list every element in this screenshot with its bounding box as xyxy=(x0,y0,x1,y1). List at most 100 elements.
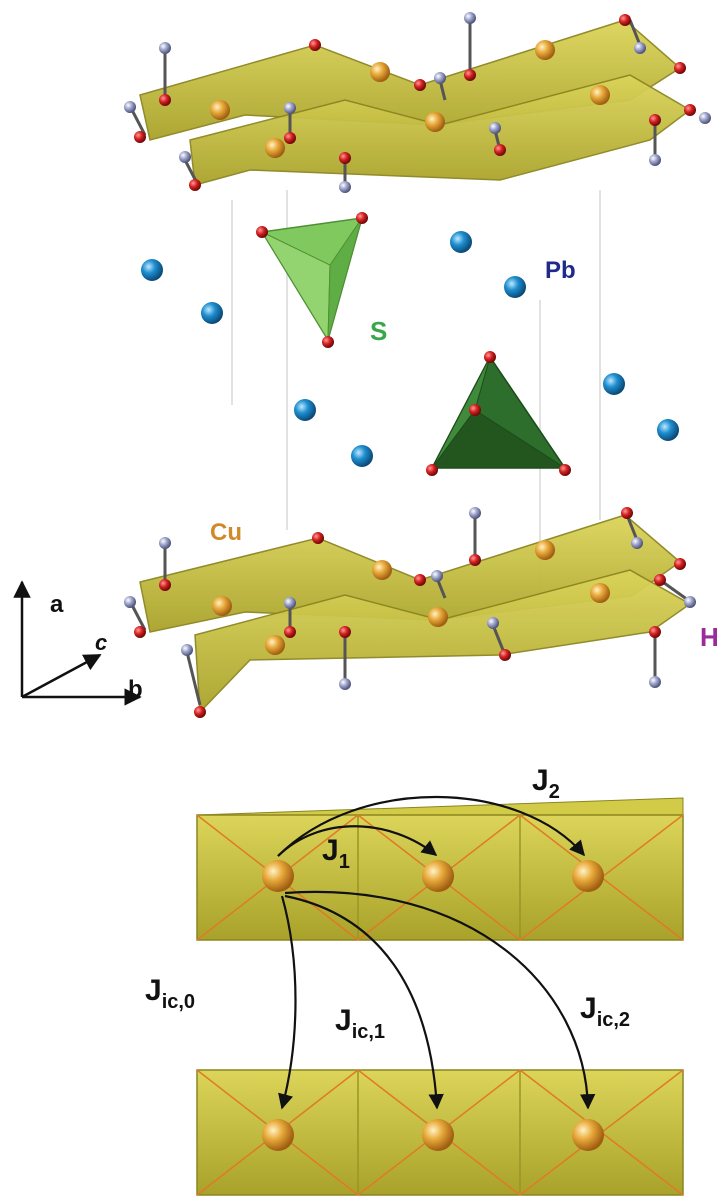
pb-atom xyxy=(141,259,163,281)
arrow-j2 xyxy=(277,795,586,857)
h-atom xyxy=(489,122,501,134)
o-atom xyxy=(414,79,426,91)
h-atom xyxy=(684,596,696,608)
label-h: H xyxy=(700,622,719,652)
cu-atom xyxy=(370,62,390,82)
cu-atom xyxy=(572,860,604,892)
cu-atom xyxy=(590,85,610,105)
top-cu-layer xyxy=(124,12,711,193)
cu-atom xyxy=(572,1119,604,1151)
h-atom xyxy=(631,537,643,549)
bottom-cu-layer xyxy=(124,507,696,718)
o-atom xyxy=(189,179,201,191)
o-atom xyxy=(469,404,481,416)
label-jic0: Jic,0 xyxy=(145,974,195,1013)
o-atom xyxy=(284,626,296,638)
o-atom xyxy=(414,574,426,586)
h-atom xyxy=(699,112,711,124)
o-atom xyxy=(559,464,571,476)
label-cu: Cu xyxy=(210,519,242,546)
cu-atom xyxy=(265,138,285,158)
exchange-arrows xyxy=(277,795,596,1110)
o-atom xyxy=(194,706,206,718)
h-atom xyxy=(124,596,136,608)
o-atom xyxy=(649,626,661,638)
h-atom xyxy=(159,42,171,54)
pb-atom xyxy=(504,276,526,298)
label-pb: Pb xyxy=(545,257,576,284)
o-atom xyxy=(134,131,146,143)
o-atom xyxy=(339,152,351,164)
o-atom xyxy=(484,351,496,363)
label-jic2: Jic,2 xyxy=(580,992,630,1031)
h-atom xyxy=(284,597,296,609)
h-atom xyxy=(487,617,499,629)
h-atom xyxy=(284,102,296,114)
pb-atom xyxy=(657,419,679,441)
cu-atom xyxy=(422,1119,454,1151)
h-atom xyxy=(434,72,446,84)
cu-atom xyxy=(265,635,285,655)
pb-atoms xyxy=(141,231,679,467)
exchange-bottom-row xyxy=(196,1069,684,1196)
cu-atom xyxy=(262,860,294,892)
sulfate-tetrahedron-light xyxy=(256,212,368,348)
o-atom xyxy=(684,104,696,116)
arrow-jic2 xyxy=(284,890,596,1110)
label-jic1: Jic,1 xyxy=(335,1004,385,1043)
o-atom xyxy=(619,14,631,26)
pb-atom xyxy=(351,445,373,467)
cu-atom xyxy=(372,560,392,580)
cu-atom xyxy=(212,596,232,616)
axis-label-b: b xyxy=(128,676,143,703)
arrow-jic1 xyxy=(284,894,444,1110)
o-atom xyxy=(674,558,686,570)
cu-atom xyxy=(428,607,448,627)
cu-atom xyxy=(535,540,555,560)
arrow-j1 xyxy=(277,825,438,857)
h-atom xyxy=(339,181,351,193)
label-j1: J1 xyxy=(322,834,350,873)
label-s: S xyxy=(370,316,387,346)
axis-label-a: a xyxy=(50,591,64,618)
cu-ribbon-front xyxy=(194,569,692,714)
h-atom xyxy=(649,154,661,166)
label-j2: J2 xyxy=(532,764,560,803)
cu-atom xyxy=(425,112,445,132)
o-atom xyxy=(494,144,506,156)
axis-label-c: c xyxy=(95,630,107,655)
o-atom xyxy=(322,336,334,348)
o-atom xyxy=(499,649,511,661)
o-atom xyxy=(426,464,438,476)
h-atom xyxy=(179,151,191,163)
h-atom xyxy=(181,644,193,656)
h-atom xyxy=(159,537,171,549)
pb-atom xyxy=(201,302,223,324)
o-atom xyxy=(649,114,661,126)
cu-atom xyxy=(535,40,555,60)
pb-atom xyxy=(450,231,472,253)
o-atom xyxy=(339,626,351,638)
o-atom xyxy=(312,532,324,544)
o-atom xyxy=(284,132,296,144)
o-atom xyxy=(159,579,171,591)
cu-atom xyxy=(262,1119,294,1151)
pb-atom xyxy=(603,373,625,395)
o-atom xyxy=(159,94,171,106)
h-atom xyxy=(464,12,476,24)
o-atom xyxy=(654,574,666,586)
h-atom xyxy=(649,676,661,688)
h-atom xyxy=(339,678,351,690)
o-atom xyxy=(256,226,268,238)
arrow-jic0 xyxy=(278,895,297,1110)
pb-atom xyxy=(294,399,316,421)
h-atom xyxy=(634,42,646,54)
o-atom xyxy=(674,62,686,74)
cu-atom xyxy=(210,100,230,120)
sulfate-tetrahedron-dark xyxy=(426,351,571,476)
h-atom xyxy=(124,101,136,113)
exchange-top-row xyxy=(196,797,684,941)
o-atom xyxy=(356,212,368,224)
o-atom xyxy=(134,626,146,638)
